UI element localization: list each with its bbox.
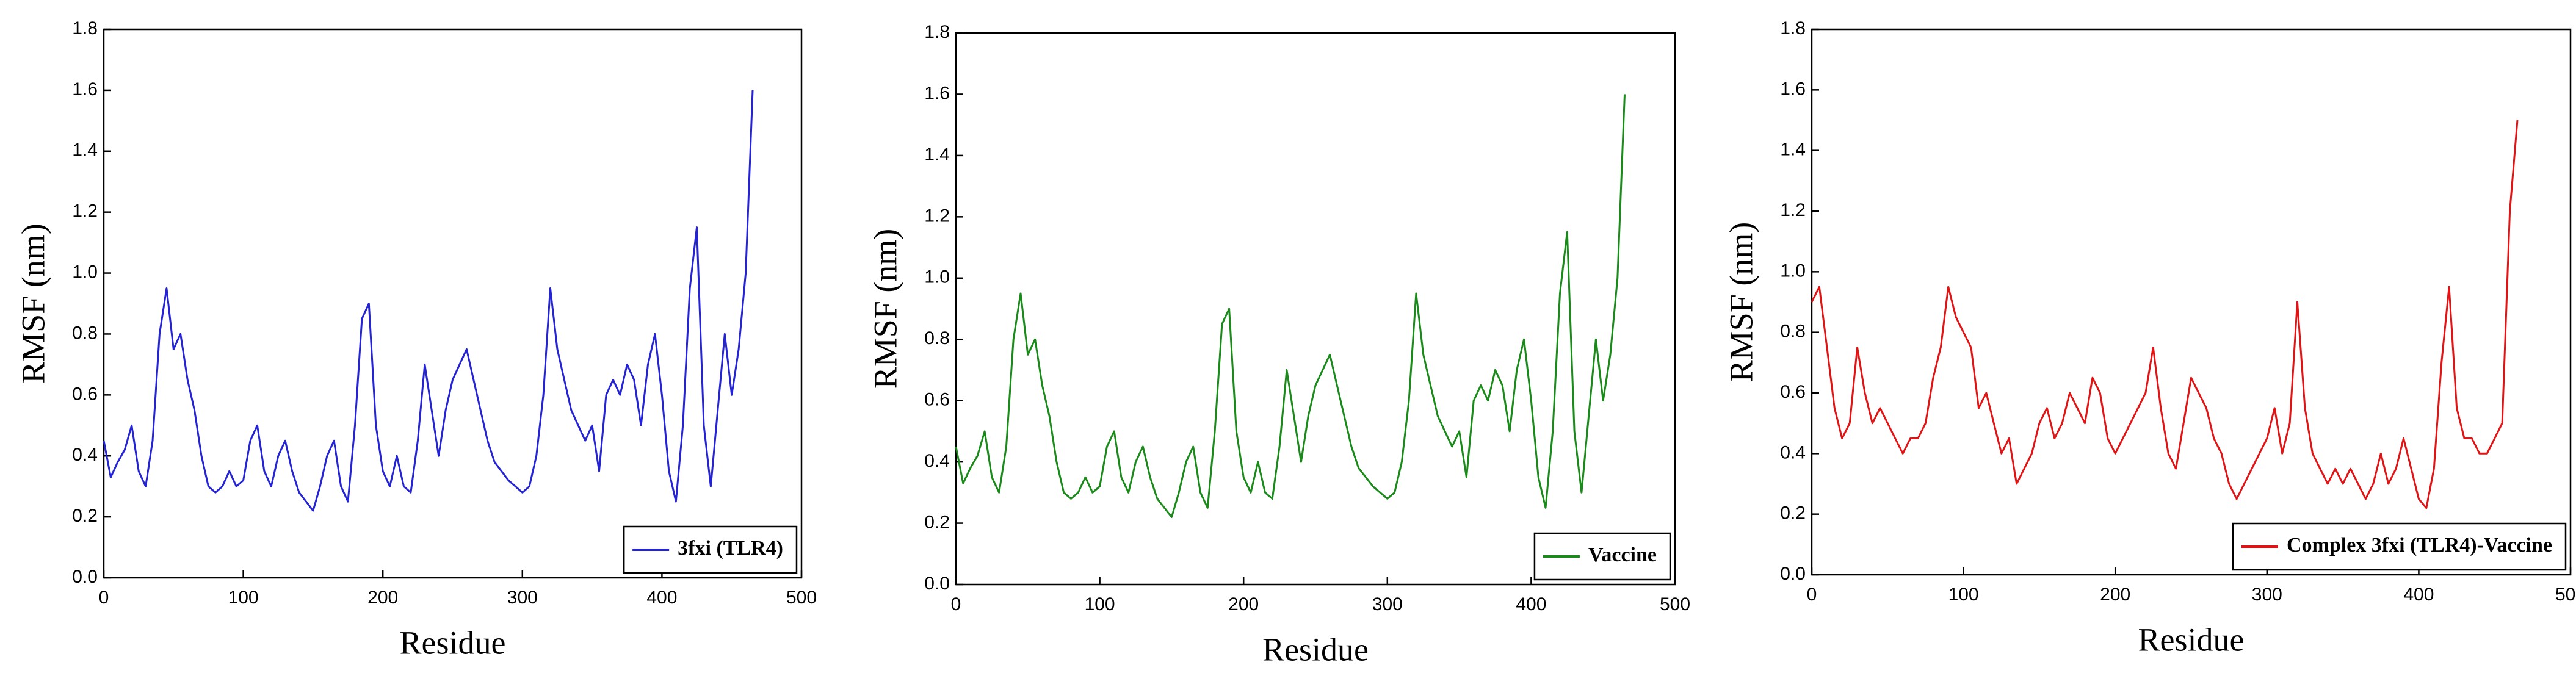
x-tick-label: 400 <box>1516 594 1546 614</box>
chart-panel: 0.0 0.2 0.4 0.6 0.8 1.0 1.2 1.4 1.6 1.8 0 100 200 300… <box>867 22 1690 667</box>
y-tick-label: 1.8 <box>924 22 950 42</box>
y-tick-label: 0.4 <box>72 445 98 465</box>
y-tick-label: 1.2 <box>1780 200 1806 220</box>
x-axis-title: Residue <box>400 624 506 661</box>
plot-frame <box>955 32 1676 586</box>
y-tick-label: 1.2 <box>924 206 950 226</box>
data-line <box>103 90 754 512</box>
y-tick-label: 0.8 <box>72 323 98 343</box>
y-tick-label: 1.4 <box>72 140 98 160</box>
y-tick-label: 0.4 <box>1780 442 1806 462</box>
y-tick-label: 0.4 <box>924 451 950 471</box>
legend-label: 3fxi (TLR4) <box>678 537 783 559</box>
legend-label: Vaccine <box>1588 544 1657 566</box>
x-tick-label: 0 <box>1807 584 1817 605</box>
y-tick-label: 1.2 <box>72 201 98 221</box>
x-tick-label: 100 <box>1085 594 1115 614</box>
y-tick-label: 0.2 <box>1780 503 1806 523</box>
x-axis-title: Residue <box>2138 621 2245 658</box>
y-tick-label: 0.6 <box>924 390 950 410</box>
y-tick-label: 0.6 <box>72 384 98 404</box>
x-tick-label: 0 <box>951 594 961 614</box>
y-tick-label: 0.8 <box>1780 322 1806 342</box>
x-tick-label: 100 <box>228 588 259 608</box>
chart-panel: 0.0 0.2 0.4 0.6 0.8 1.0 1.2 1.4 1.6 1.8 0 100 200 300… <box>15 18 817 661</box>
y-tick-label: 0.2 <box>924 512 950 532</box>
y-tick-label: 0.6 <box>1780 382 1806 402</box>
y-tick-label: 0.0 <box>924 574 950 594</box>
legend: Complex 3fxi (TLR4)-Vaccine <box>2232 522 2567 571</box>
y-tick-label: 1.6 <box>1780 79 1806 99</box>
x-tick-label: 100 <box>1948 584 1979 605</box>
y-axis-title: RMSF (nm) <box>1723 222 1759 383</box>
x-tick-label: 500 <box>786 588 817 608</box>
y-tick-label: 0.0 <box>72 567 98 587</box>
x-tick-label: 200 <box>367 588 398 608</box>
x-tick-label: 200 <box>1228 594 1259 614</box>
legend: 3fxi (TLR4) <box>623 525 798 574</box>
y-tick-label: 1.8 <box>72 18 98 38</box>
y-tick-label: 1.0 <box>1780 261 1806 281</box>
legend-box <box>2232 522 2567 571</box>
legend: Vaccine <box>1533 532 1671 581</box>
chart-panel: 0.0 0.2 0.4 0.6 0.8 1.0 1.2 1.4 1.6 1.8 0 100 200 300… <box>1723 18 2576 658</box>
y-tick-label: 1.4 <box>1780 140 1806 160</box>
y-tick-label: 1.0 <box>72 262 98 282</box>
y-tick-label: 0.0 <box>1780 564 1806 584</box>
plot-frame <box>1811 28 2572 576</box>
plot-frame <box>103 28 803 579</box>
y-axis-title: RMSF (nm) <box>867 229 903 389</box>
y-tick-label: 1.8 <box>1780 18 1806 38</box>
x-tick-label: 400 <box>646 588 677 608</box>
y-tick-label: 0.8 <box>924 328 950 348</box>
y-axis-title: RMSF (nm) <box>15 223 51 384</box>
data-line <box>955 94 1626 518</box>
y-tick-label: 1.4 <box>924 145 950 165</box>
x-tick-label: 500 <box>2555 584 2576 605</box>
x-tick-label: 300 <box>1372 594 1403 614</box>
data-line <box>1811 120 2519 509</box>
x-tick-label: 500 <box>1660 594 1690 614</box>
y-tick-label: 1.6 <box>924 83 950 103</box>
x-axis-title: Residue <box>1262 631 1369 667</box>
y-tick-label: 1.0 <box>924 267 950 287</box>
x-tick-label: 300 <box>2252 584 2282 605</box>
y-tick-label: 0.2 <box>72 506 98 526</box>
x-tick-label: 200 <box>2100 584 2130 605</box>
x-tick-label: 0 <box>99 588 109 608</box>
legend-label: Complex 3fxi (TLR4)-Vaccine <box>2287 534 2552 556</box>
x-tick-label: 300 <box>507 588 538 608</box>
y-tick-label: 1.6 <box>72 79 98 99</box>
x-tick-label: 400 <box>2403 584 2434 605</box>
